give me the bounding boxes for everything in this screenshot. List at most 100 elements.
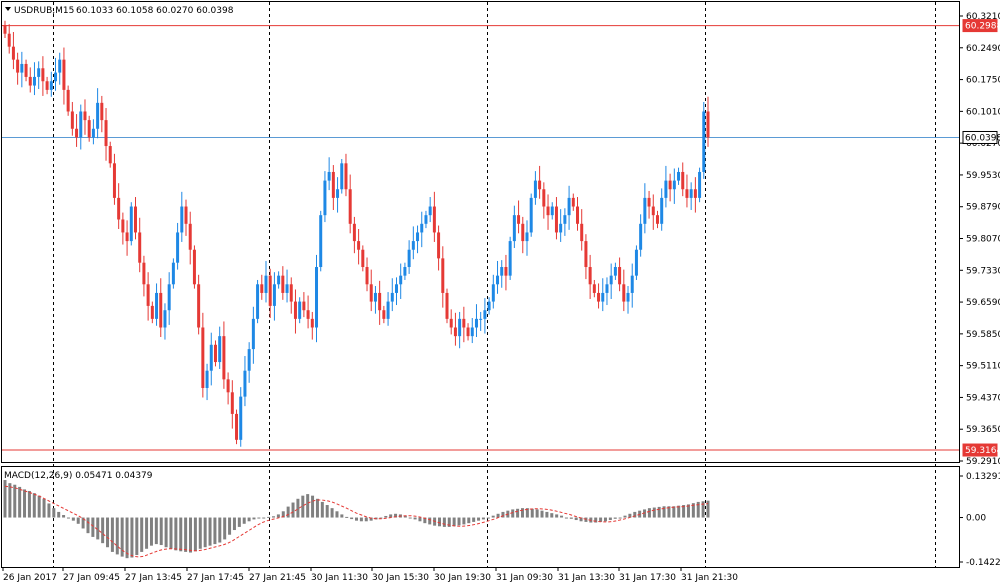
macd-histogram-bar: [364, 517, 368, 522]
candle-body: [369, 284, 373, 302]
candle-body: [37, 68, 41, 77]
candle-body: [533, 180, 537, 198]
candle-body: [445, 292, 449, 319]
macd-histogram-bar: [125, 517, 129, 559]
macd-histogram-bar: [540, 510, 544, 518]
candle-body: [508, 241, 512, 276]
candle-body: [403, 267, 407, 276]
macd-histogram-bar: [66, 517, 70, 519]
macd-histogram-bar: [223, 517, 227, 540]
macd-histogram-bar: [218, 517, 222, 543]
candle-body: [104, 120, 108, 147]
time-tick-label: 30 Jan 15:30: [372, 573, 429, 583]
triangle-down-icon[interactable]: [5, 7, 11, 11]
macd-histogram-bar: [355, 517, 358, 521]
macd-histogram-bar: [564, 517, 568, 519]
macd-histogram-bar: [477, 517, 481, 521]
macd-histogram-bar: [481, 517, 485, 520]
candle-body: [315, 267, 319, 328]
macd-histogram-bar: [62, 515, 66, 518]
candle-body: [378, 292, 382, 311]
candle-body: [340, 163, 344, 190]
macd-histogram-bar: [423, 517, 427, 524]
macd-histogram-bar: [179, 517, 183, 552]
high-level-tag-label: 60.2988: [965, 22, 1000, 32]
macd-histogram-bar: [164, 517, 168, 548]
macd-histogram-bar: [8, 483, 12, 518]
macd-histogram-bar: [198, 517, 202, 549]
macd-histogram-bar: [574, 517, 578, 521]
candle-body: [129, 206, 133, 242]
candle-body: [483, 310, 487, 319]
macd-histogram-bar: [23, 489, 27, 518]
macd-histogram-bar: [228, 517, 232, 535]
candle-body: [479, 318, 483, 320]
candle-body: [180, 206, 184, 233]
candle-body: [597, 292, 601, 302]
macd-histogram-bar: [696, 501, 700, 518]
price-levels: 60.2988 60.0398 59.3164: [2, 19, 1000, 457]
macd-histogram-bar: [442, 517, 446, 527]
candle-body: [605, 284, 609, 293]
macd-histogram-bar: [491, 515, 495, 518]
macd-histogram-bar: [384, 515, 388, 518]
macd-tick-label: 0.13291: [966, 472, 1000, 482]
macd-histogram-bar: [140, 517, 144, 552]
candle-body: [70, 111, 74, 129]
macd-histogram-bar: [516, 508, 520, 518]
price-tick-label: 60.1010: [966, 107, 1000, 117]
time-tick-label: 30 Jan 19:30: [434, 573, 491, 583]
macd-histogram-bar: [91, 517, 95, 537]
macd-histogram-bar: [428, 517, 432, 525]
candle-body: [517, 215, 521, 224]
macd-histogram-bar: [550, 513, 554, 518]
macd-histogram-bar: [311, 495, 315, 518]
candle-body: [54, 72, 58, 82]
macd-histogram-bar: [247, 517, 251, 522]
candle-body: [79, 111, 83, 138]
macd-histogram-bar: [135, 517, 139, 556]
macd-histogram-bar: [560, 515, 564, 518]
macd-histogram-bar: [608, 517, 612, 521]
candle-body: [365, 267, 369, 285]
candle-body: [45, 81, 49, 90]
macd-tick-label: -0.14229: [966, 558, 1000, 568]
macd-histogram-bar: [47, 503, 51, 518]
candle-body: [277, 275, 281, 285]
candle-body: [28, 76, 32, 86]
candle-body: [264, 275, 268, 293]
candle-body: [567, 197, 571, 216]
candle-body: [651, 206, 655, 216]
candle-body: [256, 284, 260, 319]
candle-body: [458, 318, 462, 337]
macd-histogram-bar: [291, 502, 295, 518]
macd-histogram-bar: [623, 515, 627, 518]
macd-histogram-bar: [486, 517, 490, 519]
candle-body: [601, 292, 605, 302]
macd-histogram-bar: [511, 509, 515, 518]
candle-body: [201, 327, 205, 388]
candle-body: [613, 267, 617, 276]
candle-body: [66, 89, 70, 112]
macd-histogram-bar: [447, 517, 451, 527]
macd-histogram-bar: [57, 511, 61, 518]
macd-histogram-bar: [350, 517, 354, 520]
macd-histogram-bar: [257, 517, 261, 519]
macd-histogram-bar: [418, 517, 422, 522]
macd-histogram-bar: [691, 503, 695, 518]
macd-histogram-bar: [394, 513, 398, 518]
macd-histogram-bar: [110, 517, 114, 552]
macd-histogram-bar: [599, 517, 603, 522]
candle-body: [618, 267, 622, 285]
macd-histogram-bar: [42, 498, 46, 518]
macd-histogram-bar: [594, 517, 598, 523]
price-tick-label: 59.5850: [966, 330, 1000, 340]
candle-body: [639, 223, 643, 250]
candle-body: [462, 318, 466, 328]
candle-body: [677, 171, 681, 181]
macd-histogram-bar: [369, 517, 373, 521]
price-tick-label: 59.4370: [966, 393, 1000, 403]
macd-histogram-bar: [652, 507, 656, 518]
candle-body: [125, 232, 129, 242]
